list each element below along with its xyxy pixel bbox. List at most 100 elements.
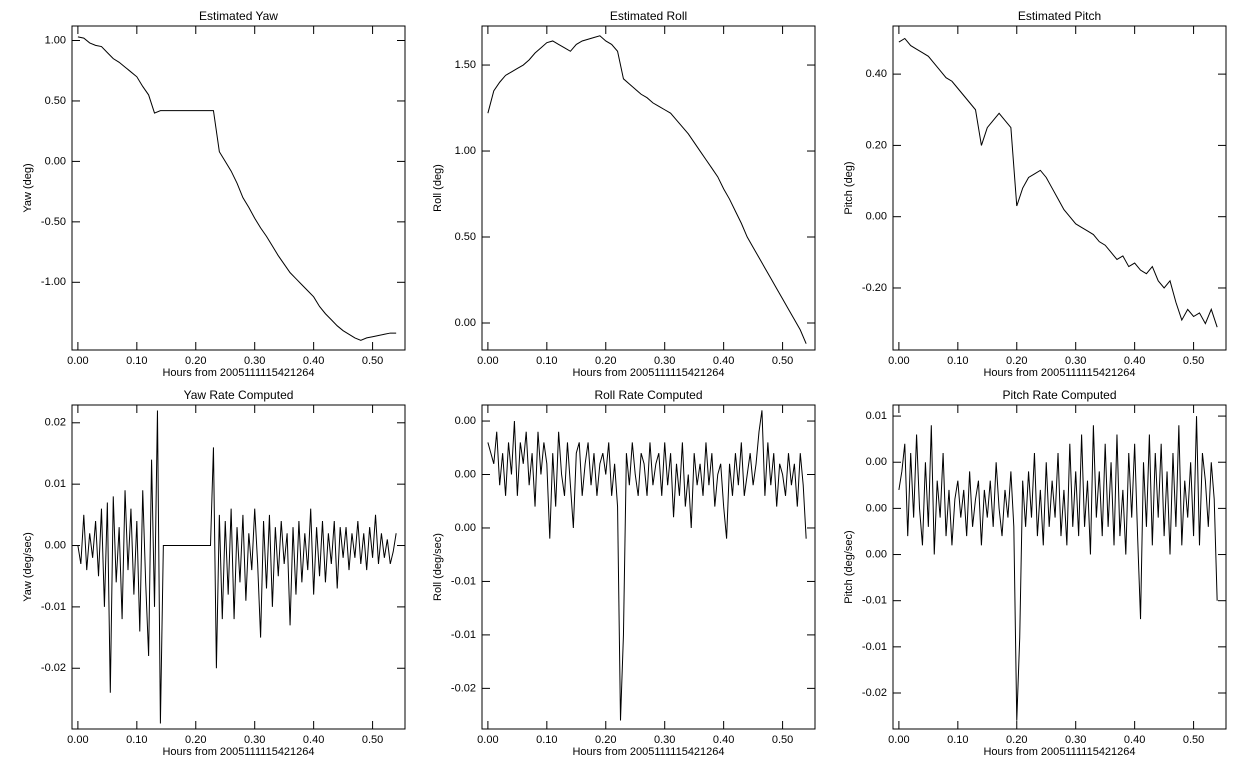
plot-frame [71,25,406,351]
x-tick-label: 0.30 [1065,734,1086,746]
plot-frame [892,25,1227,351]
plot-frame [481,25,816,351]
x-tick-label: 0.10 [126,734,147,746]
x-tick-label: 0.40 [713,734,734,746]
x-tick-label: 0.00 [477,355,498,367]
panel: Pitch Rate Computed Hours from 2005111115… [843,388,1227,758]
data-line [487,35,807,344]
x-tick-label: 0.30 [1065,355,1086,367]
y-tick-label: 0.00 [866,211,887,223]
x-tick-label: 0.10 [947,355,968,367]
y-tick-label: -0.50 [41,216,66,228]
y-tick-label: 0.00 [866,502,887,514]
x-axis-label: Hours from 2005111115421264 [162,367,314,379]
x-tick-label: 0.40 [1124,355,1145,367]
y-axis-label: Pitch (deg) [843,161,855,214]
y-tick-label: -0.01 [451,629,476,641]
x-tick-label: 0.10 [536,355,557,367]
y-tick-label: 0.00 [455,317,476,329]
x-tick-label: 0.30 [654,734,675,746]
panel-title: Yaw Rate Computed [184,388,294,402]
y-tick-label: 0.00 [455,522,476,534]
x-tick-label: 0.40 [1124,734,1145,746]
x-axis-label: Hours from 2005111115421264 [162,746,314,758]
panel: Estimated Roll Hours from 200511111542126… [432,9,816,379]
y-tick-label: 0.40 [866,68,887,80]
y-tick-label: 0.02 [45,417,66,429]
plot-frame [892,404,1227,730]
data-line [77,36,397,341]
y-tick-label: -0.20 [862,282,887,294]
data-line [487,410,807,721]
y-tick-label: 0.00 [866,456,887,468]
y-tick-label: 0.00 [45,155,66,167]
x-tick-label: 0.30 [244,355,265,367]
x-tick-label: 0.40 [303,355,324,367]
x-tick-label: 0.40 [713,355,734,367]
y-tick-label: -1.00 [41,276,66,288]
x-tick-label: 0.30 [244,734,265,746]
y-axis-label: Roll (deg) [432,164,444,212]
x-axis-label: Hours from 2005111115421264 [572,367,724,379]
y-axis-label: Roll (deg/sec) [432,533,444,601]
panel-title: Pitch Rate Computed [1002,388,1116,402]
y-axis-label: Yaw (deg) [22,163,34,212]
panel-title: Estimated Yaw [199,9,278,23]
x-tick-label: 0.50 [1183,734,1204,746]
y-tick-label: 0.00 [455,415,476,427]
panel: Estimated Yaw Hours from 2005111115421264… [22,9,406,379]
x-tick-label: 0.50 [772,734,793,746]
y-tick-label: 1.00 [45,34,66,46]
x-tick-label: 0.00 [888,355,909,367]
plot-frame [481,404,816,730]
y-axis-label: Yaw (deg/sec) [22,532,34,602]
y-tick-label: -0.02 [451,682,476,694]
x-tick-label: 0.10 [947,734,968,746]
panel: Yaw Rate Computed Hours from 200511111542… [22,388,406,758]
y-tick-label: 0.50 [455,231,476,243]
y-tick-label: -0.01 [41,601,66,613]
x-tick-label: 0.50 [362,734,383,746]
x-axis-label: Hours from 2005111115421264 [983,367,1135,379]
x-tick-label: 0.00 [477,734,498,746]
x-axis-label: Hours from 2005111115421264 [572,746,724,758]
data-line [898,37,1218,328]
data-line [77,410,397,724]
y-axis-label: Pitch (deg/sec) [843,530,855,603]
x-tick-label: 0.20 [595,355,616,367]
x-tick-label: 0.00 [888,734,909,746]
plot-frame [71,404,406,730]
panel: Estimated Pitch Hours from 20051111154212… [843,9,1227,379]
panel-title: Roll Rate Computed [594,388,702,402]
y-tick-label: -0.02 [862,687,887,699]
x-tick-label: 0.50 [362,355,383,367]
x-tick-label: 0.10 [126,355,147,367]
y-tick-label: 0.20 [866,139,887,151]
y-tick-label: 0.00 [45,539,66,551]
y-tick-label: -0.01 [451,575,476,587]
y-tick-label: -0.02 [41,662,66,674]
y-tick-label: 0.00 [455,468,476,480]
y-tick-label: 0.01 [866,410,887,422]
y-tick-label: 1.50 [455,59,476,71]
x-tick-label: 0.40 [303,734,324,746]
y-tick-label: 0.01 [45,478,66,490]
y-tick-label: 0.00 [866,548,887,560]
x-tick-label: 0.20 [185,734,206,746]
panel-title: Estimated Pitch [1018,9,1101,23]
y-tick-label: -0.01 [862,641,887,653]
x-tick-label: 0.20 [595,734,616,746]
x-tick-label: 0.00 [67,355,88,367]
x-axis-label: Hours from 2005111115421264 [983,746,1135,758]
panel: Roll Rate Computed Hours from 20051111154… [432,388,816,758]
data-line [898,416,1218,721]
x-tick-label: 0.50 [772,355,793,367]
x-tick-label: 0.20 [1006,355,1027,367]
y-tick-label: -0.01 [862,595,887,607]
panel-title: Estimated Roll [610,9,687,23]
x-tick-label: 0.50 [1183,355,1204,367]
x-tick-label: 0.20 [185,355,206,367]
y-tick-label: 0.50 [45,95,66,107]
x-tick-label: 0.30 [654,355,675,367]
